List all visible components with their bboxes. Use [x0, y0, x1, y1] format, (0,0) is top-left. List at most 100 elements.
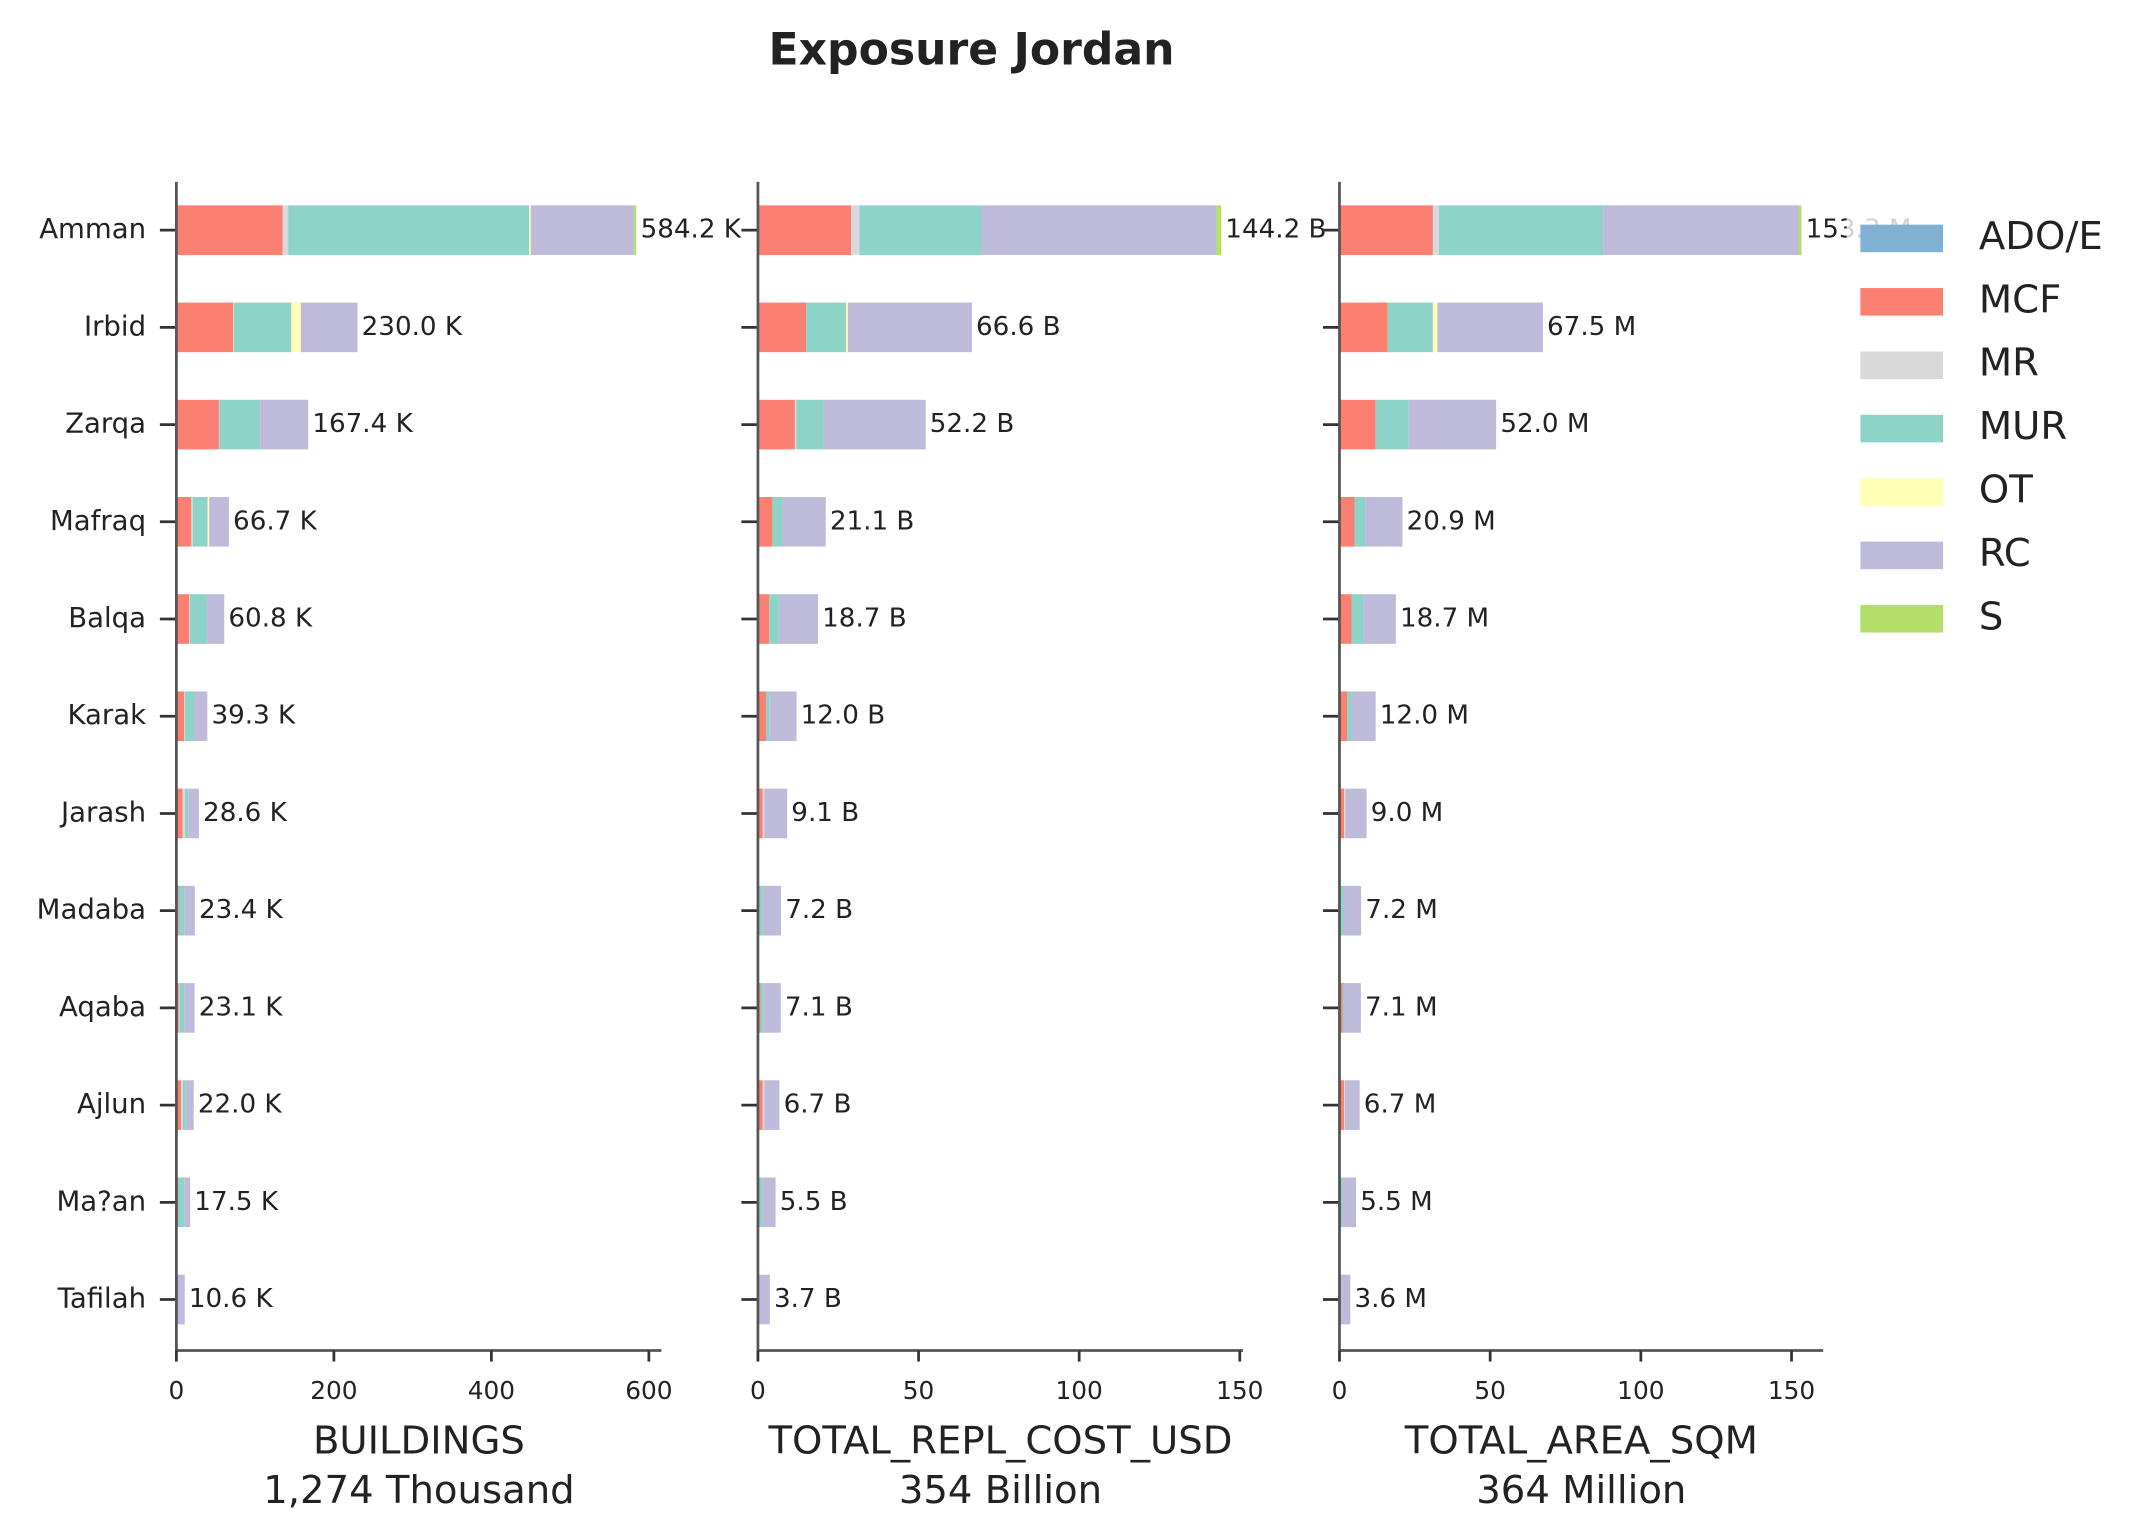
bar-segment [1339, 788, 1344, 839]
bar-segment [762, 1177, 776, 1228]
bar-segment [188, 788, 199, 839]
bar-segment [1343, 885, 1362, 936]
x-axis-label: TOTAL_REPL_COST_USD [767, 1418, 1232, 1463]
total-label: 5.5 M [1360, 1187, 1433, 1217]
bar-segment [1351, 691, 1376, 742]
x-tick-label: 600 [625, 1376, 672, 1405]
total-label: 144.2 B [1225, 215, 1326, 245]
bar-segment [530, 205, 634, 255]
bar-segment [1798, 205, 1802, 255]
bar-segment [762, 885, 782, 936]
legend-swatch [1860, 478, 1944, 506]
x-tick-label: 0 [169, 1376, 185, 1405]
legend-swatch [1860, 414, 1944, 443]
total-label: 3.6 M [1354, 1284, 1427, 1314]
y-tick-label: Jarash [59, 796, 146, 828]
x-axis-total: 364 Million [1476, 1468, 1686, 1513]
bar-segment [757, 1080, 763, 1130]
bar-segment [176, 302, 234, 353]
legend-swatch [1860, 224, 1944, 253]
bar-segment [178, 983, 180, 1033]
bar-segment [1340, 885, 1344, 936]
y-tick-label: Irbid [84, 310, 146, 342]
x-axis-label: BUILDINGS [313, 1418, 525, 1463]
bar-segment [1340, 1274, 1351, 1325]
bar-segment [845, 302, 848, 353]
bar-segment [219, 399, 261, 450]
x-tick-label: 400 [468, 1376, 515, 1405]
bar-segment [1365, 496, 1403, 547]
bar-segment [1387, 302, 1433, 353]
y-tick-label: Aqaba [59, 991, 146, 1023]
bar-segment [192, 496, 208, 547]
bar-segment [1342, 1177, 1357, 1228]
bar-segment [1345, 788, 1367, 839]
bar-segment [1363, 594, 1396, 644]
x-tick-label: 0 [1332, 1376, 1348, 1405]
x-tick-label: 200 [310, 1376, 357, 1405]
bar-segment [209, 496, 229, 547]
total-label: 12.0 B [801, 701, 886, 731]
bar-segment [764, 788, 788, 839]
legend-label: MR [1979, 341, 2039, 386]
x-tick-label: 150 [1768, 1376, 1815, 1405]
bar-segment [1351, 594, 1364, 644]
bar-segment [757, 399, 795, 450]
total-label: 167.4 K [312, 409, 413, 439]
bar-segment [194, 691, 208, 742]
bar-segment [823, 399, 926, 450]
y-tick-label: Ajlun [77, 1088, 146, 1120]
x-tick-label: 150 [1216, 1376, 1263, 1405]
legend-swatch [1860, 541, 1944, 570]
bar-segment [796, 399, 824, 450]
bar-segment [1339, 302, 1388, 353]
y-tick-label: Balqa [68, 602, 146, 634]
bar-segment [757, 788, 763, 839]
bar-segment [184, 1177, 191, 1228]
bar-segment [182, 1080, 186, 1130]
total-label: 12.0 M [1380, 701, 1469, 731]
x-tick-label: 100 [1617, 1376, 1664, 1405]
bar-segment [1342, 983, 1344, 1033]
total-label: 10.6 K [189, 1284, 274, 1314]
bar-segment [851, 205, 860, 255]
total-label: 21.1 B [830, 506, 915, 536]
bar-segment [778, 594, 819, 644]
chart-title: Exposure Jordan [768, 24, 1174, 75]
total-label: 9.0 M [1371, 798, 1444, 828]
x-tick-label: 0 [750, 1376, 766, 1405]
total-label: 7.1 B [785, 992, 853, 1022]
bar-segment [762, 1080, 765, 1130]
x-axis-total: 1,274 Thousand [263, 1468, 574, 1513]
bar-segment [1375, 399, 1409, 450]
bar-segment [300, 302, 358, 353]
bar-segment [1603, 205, 1799, 255]
bar-segment [764, 1080, 780, 1130]
bar-segment [260, 399, 309, 450]
x-axis-label: TOTAL_AREA_SQM [1404, 1418, 1758, 1463]
bar-segment [176, 788, 183, 839]
total-label: 9.1 B [791, 798, 859, 828]
bar-segment [176, 691, 185, 742]
bar-segment [191, 496, 193, 547]
bar-segment [1339, 1080, 1344, 1130]
bar-segment [763, 983, 781, 1033]
bar-segment [782, 496, 826, 547]
total-label: 18.7 B [822, 604, 907, 634]
bar-segment [1347, 691, 1352, 742]
bar-segment [181, 1080, 183, 1130]
total-label: 39.3 K [211, 701, 296, 731]
total-label: 230.0 K [362, 312, 463, 342]
legend-label: RC [1979, 531, 2031, 576]
x-tick-label: 50 [1474, 1376, 1506, 1405]
bar-segment [1343, 788, 1346, 839]
bar-segment [757, 205, 852, 255]
total-label: 7.2 M [1365, 895, 1438, 925]
bar-segment [847, 302, 972, 353]
bar-segment [184, 691, 186, 742]
bar-segment [529, 205, 531, 255]
bar-segment [178, 885, 185, 936]
legend-label: MUR [1979, 404, 2067, 449]
bar-segment [176, 399, 219, 450]
